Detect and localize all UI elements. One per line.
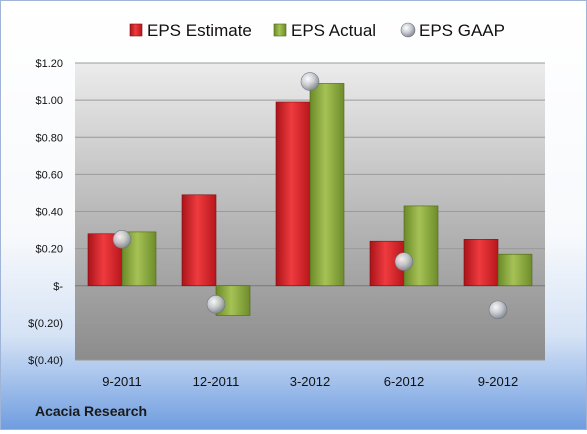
marker-eps-gaap	[488, 300, 508, 320]
y-tick-label: $0.60	[35, 169, 63, 181]
y-tick-label: $0.40	[35, 207, 63, 219]
legend-label: EPS Actual	[291, 21, 376, 40]
y-tick-label: $-	[53, 281, 63, 293]
bar-eps-estimate	[181, 194, 217, 287]
bar-eps-estimate	[275, 101, 311, 287]
legend-swatch	[400, 22, 416, 38]
bar-eps-estimate	[463, 239, 499, 287]
y-tick-label: $0.20	[35, 244, 63, 256]
y-tick-label: $1.00	[35, 95, 63, 107]
marker-eps-gaap	[206, 295, 226, 314]
y-tick-label: $(0.40)	[28, 355, 63, 367]
x-tick-label: 6-2012	[384, 374, 424, 389]
y-tick-label: $0.80	[35, 132, 63, 144]
bar-eps-actual	[497, 253, 533, 287]
bar-eps-actual	[309, 83, 345, 287]
company-label: Acacia Research	[35, 403, 148, 419]
bar-eps-actual	[403, 205, 439, 287]
marker-eps-gaap	[394, 252, 414, 271]
legend-label: EPS GAAP	[419, 21, 505, 40]
legend-swatch	[129, 23, 143, 37]
y-tick-label: $(0.20)	[28, 318, 63, 330]
y-tick-label: $1.20	[35, 58, 63, 70]
legend-label: EPS Estimate	[147, 21, 252, 40]
x-tick-label: 9-2012	[478, 374, 518, 389]
x-tick-label: 12-2011	[193, 374, 240, 389]
marker-eps-gaap	[112, 230, 132, 249]
x-tick-label: 9-2011	[102, 374, 142, 389]
legend-swatch	[273, 23, 287, 37]
marker-eps-gaap	[300, 72, 320, 91]
x-tick-label: 3-2012	[290, 374, 330, 389]
